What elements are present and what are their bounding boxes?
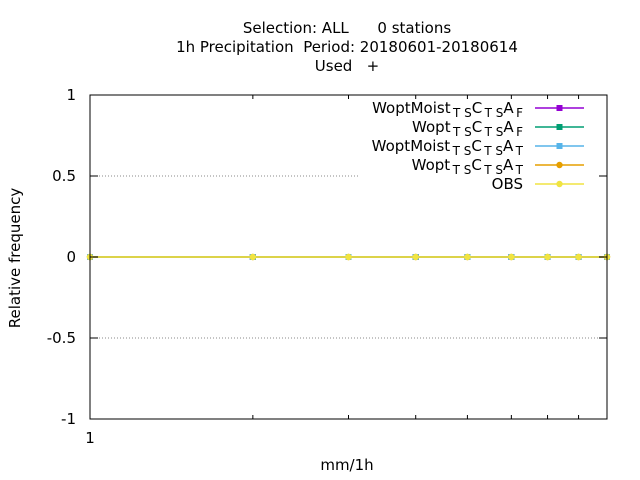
legend-label: Wopt T SC T SA F [412,118,523,139]
y-tick-label: 1 [66,86,76,104]
x-axis: 1 [85,95,608,447]
y-tick-label: -0.5 [47,329,76,347]
data-point [249,253,257,261]
legend-label: Wopt T SC T SA T [412,156,524,177]
y-tick-label: 0.5 [52,167,76,185]
y-tick-label: 0 [66,248,76,266]
data-point [412,253,419,261]
legend-marker [556,143,563,149]
data-point [345,253,352,261]
title-line: Selection: ALL 0 stations [243,19,451,37]
title-line: 1h Precipitation Period: 20180601-201806… [176,38,518,56]
x-axis-label: mm/1h [320,456,373,474]
legend-label: WoptMoist T SC T SA T [372,137,524,158]
legend-label: OBS [492,175,523,193]
title-line: Used + [315,57,379,75]
x-tick-label: 1 [85,429,95,447]
series-lines [86,253,611,261]
legend-marker [556,105,563,111]
y-axis-label: Relative frequency [6,188,24,329]
y-axis: 1 0.5 0 -0.5 -1 [47,86,607,428]
data-point [464,253,471,261]
legend-marker [556,124,563,130]
legend-label: WoptMoist T SC T SA F [372,99,523,120]
data-point [508,253,515,261]
data-point [575,253,582,261]
y-tick-label: -1 [61,410,76,428]
legend-marker [556,180,563,188]
data-point [544,253,551,261]
legend-marker [556,161,563,169]
grid [90,175,607,339]
